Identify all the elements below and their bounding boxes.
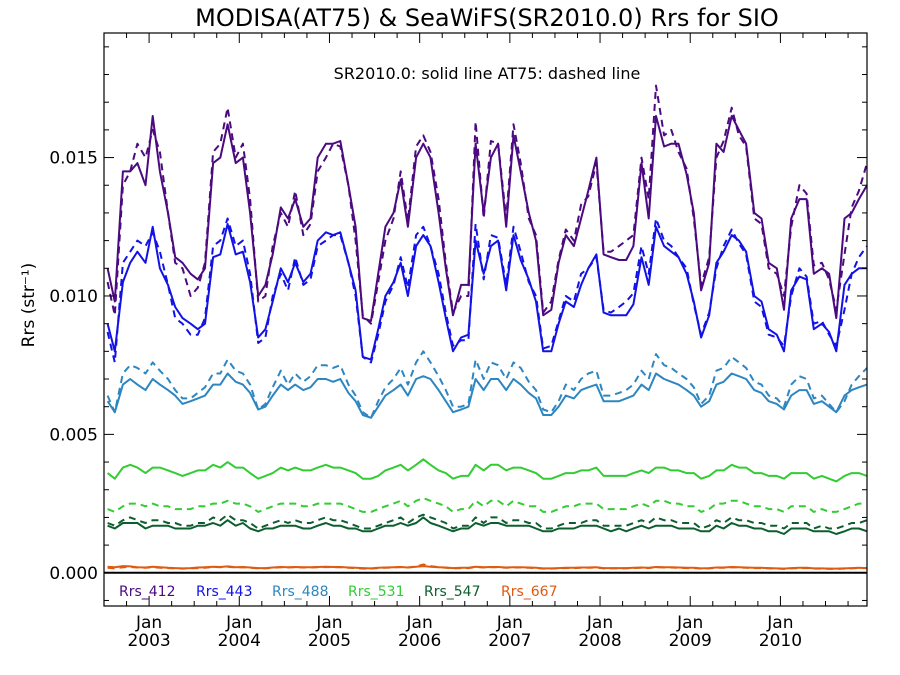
chart-title: MODISA(AT75) & SeaWiFS(SR2010.0) Rrs for… <box>195 4 779 32</box>
x-tick-label-year: 2004 <box>218 631 261 651</box>
legend-rrs-547: Rrs_547 <box>424 584 481 600</box>
rrs-531-solid-line <box>106 458 868 483</box>
legend-rrs-488: Rrs_488 <box>272 584 329 600</box>
series-layer <box>106 84 868 570</box>
x-tick-label-month: Jan <box>406 613 433 633</box>
y-axis-label: Rrs (str⁻¹) <box>19 263 39 348</box>
x-tick-label-year: 2003 <box>127 631 170 651</box>
x-tick-label-month: Jan <box>496 613 523 633</box>
legend-rrs-412: Rrs_412 <box>119 584 176 600</box>
rrs-667-solid-line <box>107 565 868 570</box>
rrs-412-dashed-line <box>106 84 868 325</box>
x-tick-label-year: 2007 <box>488 631 531 651</box>
rrs-443-dashed-line <box>106 217 868 364</box>
chart-subtitle: SR2010.0: solid line AT75: dashed line <box>334 64 641 83</box>
x-tick-label-month: Jan <box>225 613 252 633</box>
rrs-547-dashed-line <box>107 513 868 530</box>
x-tick-label-month: Jan <box>766 613 793 633</box>
rrs-488-dashed-line <box>106 350 868 419</box>
y-tick-label: 0.005 <box>49 425 98 445</box>
x-tick-label-month: Jan <box>135 613 162 633</box>
rrs-547-solid-line <box>107 516 868 535</box>
x-tick-label-year: 2006 <box>398 631 441 651</box>
x-tick-label-year: 2009 <box>669 631 712 651</box>
x-tick-label-year: 2010 <box>759 631 802 651</box>
y-tick-label: 0.000 <box>49 564 98 584</box>
legend-layer: Rrs_412 Rrs_443 Rrs_488 Rrs_531 Rrs_547 Rrs_6… <box>119 584 558 600</box>
rrs-443-solid-line <box>106 223 867 361</box>
legend-rrs-531: Rrs_531 <box>348 584 405 600</box>
axes-layer: 0.0000.0050.0100.015Jan2003Jan2004Jan200… <box>49 33 867 651</box>
plot-frame <box>103 32 868 607</box>
y-tick-label: 0.015 <box>49 149 98 169</box>
x-tick-label-month: Jan <box>315 613 342 633</box>
legend-rrs-443: Rrs_443 <box>196 584 253 600</box>
x-tick-label-month: Jan <box>586 613 613 633</box>
legend-rrs-667: Rrs_667 <box>501 584 558 600</box>
rrs-531-dashed-line <box>107 497 867 513</box>
x-tick-label-year: 2008 <box>578 631 621 651</box>
x-tick-label-month: Jan <box>676 613 703 633</box>
rrs-412-solid-line <box>106 115 868 322</box>
x-tick-label-year: 2005 <box>308 631 351 651</box>
rrs-488-solid-line <box>106 372 868 419</box>
y-tick-label: 0.010 <box>49 287 98 307</box>
